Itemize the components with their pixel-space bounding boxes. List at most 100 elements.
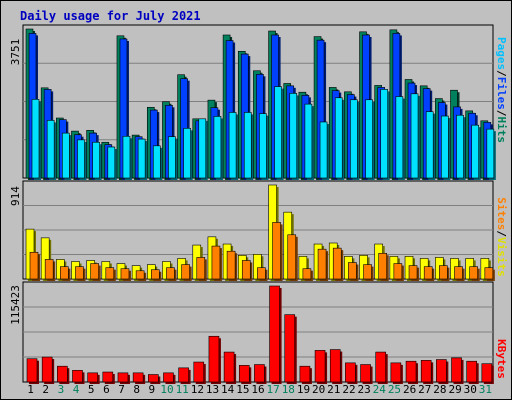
sites-bar [257,267,266,280]
kbytes-bar [451,357,462,383]
x-day-label: 27 [418,383,431,396]
kbytes-bar [284,314,296,383]
sites-bar [196,257,206,280]
pages-bar [304,103,313,179]
sites-bar [29,251,39,280]
pages-bar [365,99,373,179]
pages-bar [319,121,328,179]
pages-bar [334,97,343,179]
sites-bar [60,266,69,280]
x-day-label: 21 [327,383,340,396]
x-day-label: 10 [160,383,173,396]
pages-bar [274,86,282,179]
pages-bar [122,135,131,179]
kbytes-bar [178,367,189,383]
sites-bar [348,262,357,280]
sites-bar [484,267,494,280]
sites-bar [105,267,115,280]
legend-middle-part: Visits [495,237,508,277]
pages-bar [152,145,161,179]
x-day-label: 11 [176,383,189,396]
x-day-label: 12 [191,383,204,396]
pages-bar [31,99,40,179]
kbytes-bar [26,358,38,383]
legend-top: Pages/Files/Hits [495,37,508,143]
sites-bar [150,269,160,280]
y-max-label-bottom: 115423 [9,285,22,325]
pages-bar [350,99,358,179]
pages-bar [168,136,176,179]
legend-top-part: Pages [495,37,508,70]
kbytes-bar [360,364,371,383]
x-day-label: 5 [88,383,95,396]
x-day-label: 7 [118,383,125,396]
pages-bar [425,111,434,179]
x-day-label: 22 [342,383,355,396]
kbytes-bar [87,372,98,383]
sites-bar [393,263,403,280]
sites-bar [469,266,478,280]
sites-bar [166,267,175,280]
x-day-label: 3 [58,383,65,396]
legend-bottom: KBytes [495,339,508,379]
x-day-label: 30 [464,383,477,396]
x-day-label: 18 [282,383,295,396]
kbytes-bar [208,335,220,383]
pages-bar [486,128,495,179]
pages-bar [107,146,116,179]
pages-bar [46,120,55,179]
kbytes-bar [57,365,68,383]
sites-bar [454,266,463,280]
sites-bar [120,268,130,280]
x-day-label: 17 [267,383,280,396]
sites-bar [211,245,221,280]
kbytes-bar [102,371,114,383]
x-day-label: 8 [133,383,140,396]
x-day-label: 15 [236,383,249,396]
legend-top-part: Files [495,77,508,110]
kbytes-bar [193,361,205,383]
pages-bar [243,112,252,179]
legend-middle-part: / [495,230,508,237]
kbytes-bar [420,360,432,383]
sites-bar [90,263,99,280]
y-max-label-middle: 914 [9,186,22,206]
kbytes-bar [132,372,144,383]
kbytes-bar [163,372,174,383]
sites-bar [439,265,448,280]
pages-bar [289,93,298,179]
pages-bar [198,118,207,179]
sites-bar [272,222,281,280]
x-day-label: 19 [297,383,310,396]
sites-bar [226,250,236,280]
pages-bar [395,96,404,179]
chart-title: Daily usage for July 2021 [20,9,201,23]
sites-bar [408,265,418,280]
pages-bar [183,128,191,179]
x-day-label: 20 [312,383,325,396]
x-day-label: 25 [388,383,401,396]
pages-bar [62,132,70,179]
x-day-label: 31 [479,383,492,396]
kbytes-bar [314,350,326,383]
pages-bar [77,139,85,179]
kbytes-bar [375,351,387,383]
sites-bar [363,264,372,280]
legend-bottom-part: KBytes [495,339,508,379]
kbytes-bar [147,374,159,383]
kbytes-bar [254,364,265,383]
x-day-label: 1 [27,383,34,396]
sites-bar [423,266,433,280]
sites-bar [317,248,327,280]
x-day-label: 14 [221,383,235,396]
x-day-label: 24 [373,383,387,396]
pages-bar [259,113,267,179]
x-day-label: 23 [358,383,371,396]
pages-bar [456,114,464,179]
kbytes-bar [436,359,447,383]
sites-bar [332,247,342,280]
kbytes-bar [299,365,311,383]
kbytes-bar [269,285,280,383]
